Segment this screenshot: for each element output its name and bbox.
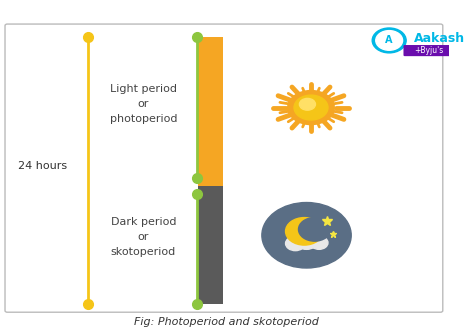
Bar	[198, 37, 223, 186]
Circle shape	[376, 31, 402, 50]
Text: Fig: Photoperiod and skotoperiod: Fig: Photoperiod and skotoperiod	[134, 317, 319, 327]
Text: 24 hours: 24 hours	[18, 162, 67, 171]
Circle shape	[310, 236, 328, 249]
Circle shape	[288, 91, 334, 125]
Circle shape	[285, 217, 323, 245]
Text: Light period
or
photoperiod: Light period or photoperiod	[110, 85, 177, 124]
Bar	[198, 186, 223, 304]
Circle shape	[285, 236, 305, 251]
Circle shape	[372, 28, 406, 53]
Text: Aakash: Aakash	[414, 32, 465, 45]
Text: A: A	[385, 35, 393, 45]
Circle shape	[300, 98, 316, 110]
FancyBboxPatch shape	[403, 45, 451, 56]
Circle shape	[294, 95, 328, 120]
Circle shape	[262, 202, 351, 268]
FancyBboxPatch shape	[5, 24, 443, 312]
Text: +Byju's: +Byju's	[414, 46, 443, 55]
Text: Dark period
or
skotoperiod: Dark period or skotoperiod	[111, 217, 176, 257]
Circle shape	[295, 232, 318, 249]
Circle shape	[299, 217, 331, 241]
